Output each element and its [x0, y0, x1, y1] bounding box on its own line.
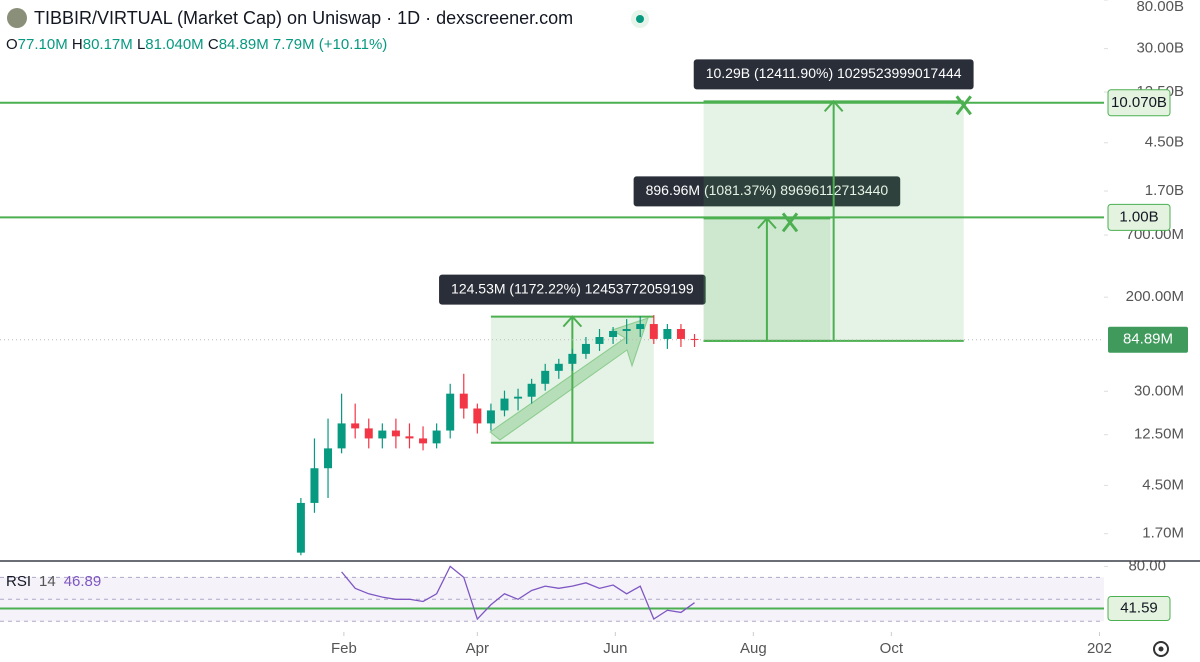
ohlc-value: 77.10M: [18, 36, 68, 53]
y-tick-label: 200.00M: [1126, 288, 1184, 305]
candle-body: [432, 430, 441, 444]
rsi-level-label: 41.59: [1120, 599, 1158, 616]
ohlc-key: O: [6, 36, 18, 53]
gear-hub[interactable]: [1158, 646, 1164, 652]
candle-body: [459, 393, 468, 409]
ohlc-value: 80.17M: [83, 36, 133, 53]
candle-body: [527, 383, 536, 397]
candle-body: [364, 428, 373, 439]
candle-body: [581, 343, 590, 354]
rsi-legend: RSI 14 46.89: [6, 573, 101, 590]
candle-body: [486, 410, 495, 424]
candle-body: [676, 329, 685, 339]
settings-icon[interactable]: [1153, 641, 1169, 657]
last-price-bg: [1108, 326, 1188, 353]
measure-arrow-head: [562, 315, 583, 328]
ohlc-key: H: [72, 36, 83, 53]
y-tick-label: 4.50B: [1145, 134, 1184, 151]
candle-body: [405, 436, 414, 439]
measure-arrow-head: [757, 216, 777, 230]
candle-body: [636, 324, 645, 330]
candle-body: [690, 338, 699, 340]
candle-body: [310, 468, 319, 503]
measure-label: 10.29B (12411.90%) 1029523999017444: [693, 59, 974, 90]
candle-body: [514, 396, 523, 399]
candle-body: [324, 448, 333, 469]
rsi-name: RSI: [6, 573, 31, 590]
measure-label-text: 10.29B (12411.90%) 1029523999017444: [706, 65, 962, 81]
y-tick-label: 80.00B: [1136, 0, 1184, 15]
target-marker: [955, 95, 972, 116]
candle-body: [622, 329, 631, 331]
ohlc-key: C: [208, 36, 219, 53]
level-label: 10.070B: [1111, 94, 1167, 111]
measure-label-bg: [693, 59, 974, 90]
candle-body: [446, 393, 455, 431]
candle-body: [378, 430, 387, 439]
gear[interactable]: [1153, 641, 1169, 657]
ohlc-value: 81.040M: [145, 36, 203, 53]
header: TIBBIR/VIRTUAL (Market Cap) on Uniswap ·…: [7, 8, 649, 28]
y-tick-label: 30.00M: [1134, 382, 1184, 399]
candle-body: [649, 324, 658, 339]
y-tick-label: 4.50M: [1142, 476, 1184, 493]
candle-body: [500, 398, 509, 411]
trend-arrow: [489, 317, 649, 441]
chart-title: TIBBIR/VIRTUAL (Market Cap) on Uniswap ·…: [34, 8, 573, 28]
y-tick-label: 1.70M: [1142, 525, 1184, 542]
candle-body: [541, 370, 550, 384]
measure-label: 124.53M (1172.22%) 12453772059199: [439, 274, 706, 305]
x-tick-label: Aug: [740, 640, 767, 657]
measure-label-text: 896.96M (1081.37%) 89696112713440: [646, 182, 889, 198]
ohlc-line: O77.10M H80.17M L81.040M C84.89M 7.79M (…: [6, 36, 387, 53]
x-tick-label: Jun: [603, 640, 627, 657]
ohlc-key: L: [137, 36, 145, 53]
ohlc-value: 84.89M: [219, 36, 269, 53]
rsi-level-bg: [1107, 596, 1171, 622]
candle-body: [554, 363, 563, 371]
candle-body: [663, 329, 672, 339]
candle-body: [595, 337, 604, 344]
x-tick-label: Apr: [466, 640, 489, 657]
level-label-bg: [1107, 89, 1171, 117]
candle-body: [391, 430, 400, 437]
y-tick-label: 1.70B: [1145, 182, 1184, 199]
rsi-line: [341, 565, 695, 621]
x-tick-label: Oct: [880, 640, 904, 657]
measure-label-text: 124.53M (1172.22%) 12453772059199: [451, 280, 694, 296]
candle-body: [351, 423, 360, 429]
x-tick-label: 202: [1087, 640, 1112, 657]
level-label: 1.00B: [1119, 208, 1158, 225]
rsi-current: 46.89: [64, 573, 102, 590]
candle-body: [419, 438, 428, 444]
candle-body: [473, 408, 482, 424]
level-label-bg: [1107, 203, 1171, 231]
token-icon: [7, 8, 27, 28]
x-tick-label: Feb: [331, 640, 357, 657]
measure-label-bg: [439, 274, 706, 305]
rsi-period: 14: [39, 573, 56, 590]
candle-body: [337, 423, 346, 449]
y-tick-label: 12.50M: [1134, 426, 1184, 443]
candle-body: [568, 353, 577, 364]
last-price-label: 84.89M: [1123, 331, 1173, 348]
candle-body: [609, 330, 618, 338]
ohlc-change: 7.79M (+10.11%): [273, 36, 387, 53]
candle-body: [296, 502, 305, 553]
status-dot: [636, 15, 644, 23]
y-tick-label: 30.00B: [1136, 40, 1184, 57]
rsi-tick-label: 80.00: [1128, 557, 1166, 574]
measure-arrow-head: [823, 99, 844, 112]
